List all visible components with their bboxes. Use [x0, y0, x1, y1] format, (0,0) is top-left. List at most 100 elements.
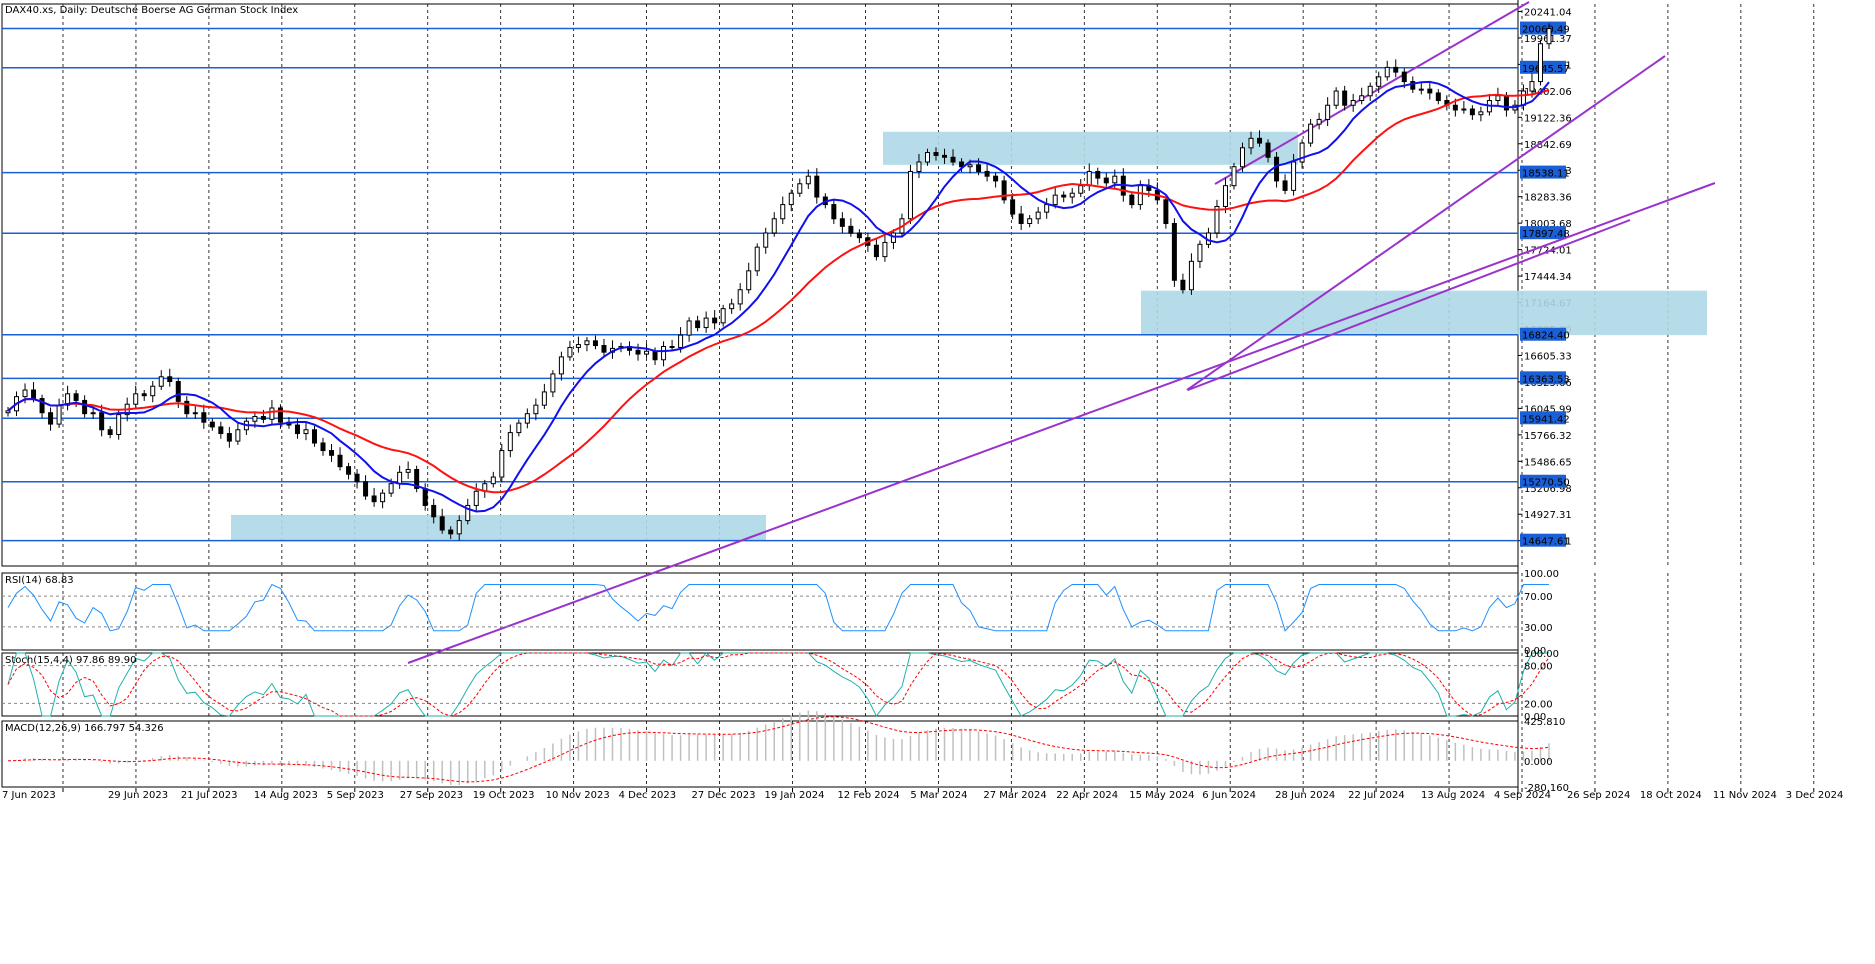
candle-body	[414, 468, 420, 489]
trend-line[interactable]	[1186, 55, 1666, 391]
price-tick-label: 18842.69	[1524, 140, 1572, 151]
x-axis-label: 13 Aug 2024	[1421, 790, 1485, 801]
candle-body	[788, 192, 794, 206]
x-axis-label: 26 Sep 2024	[1567, 790, 1630, 801]
candle-body	[601, 345, 607, 353]
candle-body	[584, 340, 590, 346]
candle-body	[1188, 260, 1194, 291]
candle-body	[882, 241, 888, 258]
candle-body	[405, 468, 411, 473]
level-price-label: 19645.57	[1522, 64, 1570, 75]
candle-body	[856, 232, 862, 239]
candle-body	[1410, 81, 1416, 90]
candle-body	[771, 218, 777, 234]
candle-body	[1137, 185, 1143, 206]
candle-body	[1052, 194, 1058, 206]
x-axis-label: 27 Dec 2023	[692, 790, 756, 801]
x-axis-label: 15 May 2024	[1129, 790, 1194, 801]
candle-body	[1282, 180, 1288, 191]
candle-body	[1359, 95, 1365, 102]
candle-body	[1069, 192, 1075, 198]
candle-body	[533, 404, 539, 415]
candle-body	[652, 350, 658, 361]
trend-line[interactable]	[1187, 219, 1631, 391]
candle-body	[31, 389, 37, 400]
candle-body	[99, 412, 105, 431]
candle-body	[1342, 90, 1348, 106]
candle-body	[592, 340, 598, 347]
price-tick-label: 16045.99	[1524, 404, 1572, 415]
x-axis-label: 21 Jul 2023	[181, 790, 238, 801]
candle-body	[1061, 194, 1067, 198]
candle-body	[218, 426, 224, 435]
candle-body	[1376, 76, 1382, 87]
candle-body	[65, 393, 71, 406]
candle-body	[1027, 218, 1033, 225]
candle-body	[73, 393, 79, 401]
candle-body	[959, 161, 965, 168]
candle-body	[1393, 66, 1399, 73]
candle-body	[1044, 204, 1050, 213]
candle-body	[260, 416, 266, 420]
candle-body	[303, 429, 309, 435]
candle-body	[1469, 108, 1475, 116]
candle-body	[150, 385, 156, 397]
price-panel-title: DAX40.xs, Daily: Deutsche Boerse AG Germ…	[5, 5, 298, 16]
price-tick-label: 15486.65	[1524, 457, 1572, 468]
macd-signal-line	[7, 716, 1550, 783]
candle-body	[507, 432, 513, 452]
x-axis-label: 14 Aug 2023	[254, 790, 318, 801]
candle-body	[924, 152, 930, 163]
ma-fast-line	[7, 80, 1550, 513]
x-axis-label: 19 Oct 2023	[473, 790, 535, 801]
candle-body	[839, 218, 845, 227]
candle-body	[984, 170, 990, 177]
candle-body	[1112, 175, 1118, 184]
candle-body	[516, 422, 522, 434]
x-axis-label: 6 Jun 2024	[1202, 790, 1256, 801]
candle-body	[456, 520, 462, 535]
trend-line[interactable]	[407, 182, 1716, 664]
x-axis-label: 19 Jan 2024	[765, 790, 825, 801]
macd-tick-label: 425.810	[1524, 717, 1565, 728]
candle-body	[1537, 43, 1543, 83]
price-tick-label: 18283.36	[1524, 193, 1572, 204]
candle-body	[1274, 156, 1280, 182]
candle-body	[1086, 170, 1092, 187]
candle-body	[490, 476, 496, 485]
candle-body	[1520, 90, 1526, 106]
candle-body	[1018, 213, 1024, 225]
price-tick-label: 14927.31	[1524, 510, 1572, 521]
candle-body	[1427, 88, 1433, 94]
support-resistance-zone	[1141, 290, 1707, 336]
candle-body	[1231, 166, 1237, 187]
level-price-label: 16824.40	[1522, 331, 1570, 342]
candle-body	[1435, 92, 1441, 102]
x-axis-label: 5 Mar 2024	[910, 790, 967, 801]
candle-body	[175, 381, 181, 402]
level-price-label: 16363.53	[1522, 374, 1570, 385]
candle-body	[90, 412, 96, 415]
ma-slow-line	[7, 89, 1550, 494]
price-tick-label: 19402.06	[1524, 87, 1572, 98]
candle-body	[890, 232, 896, 243]
rsi-line	[7, 583, 1549, 632]
stoch-tick-label: 100.00	[1524, 649, 1559, 660]
price-tick-label: 18003.68	[1524, 219, 1572, 230]
candle-body	[39, 398, 45, 414]
candle-body	[141, 393, 147, 397]
candle-body	[729, 303, 735, 310]
candle-body	[1265, 142, 1271, 158]
candle-body	[1095, 170, 1101, 179]
candle-body	[1214, 205, 1220, 234]
candle-body	[1103, 177, 1109, 184]
candle-body	[1163, 199, 1169, 225]
candle-body	[933, 152, 939, 156]
candle-body	[541, 391, 547, 406]
candle-body	[311, 429, 317, 444]
candle-body	[1197, 243, 1203, 262]
candle-body	[82, 399, 88, 415]
candle-body	[942, 154, 948, 158]
candle-body	[1129, 194, 1135, 206]
